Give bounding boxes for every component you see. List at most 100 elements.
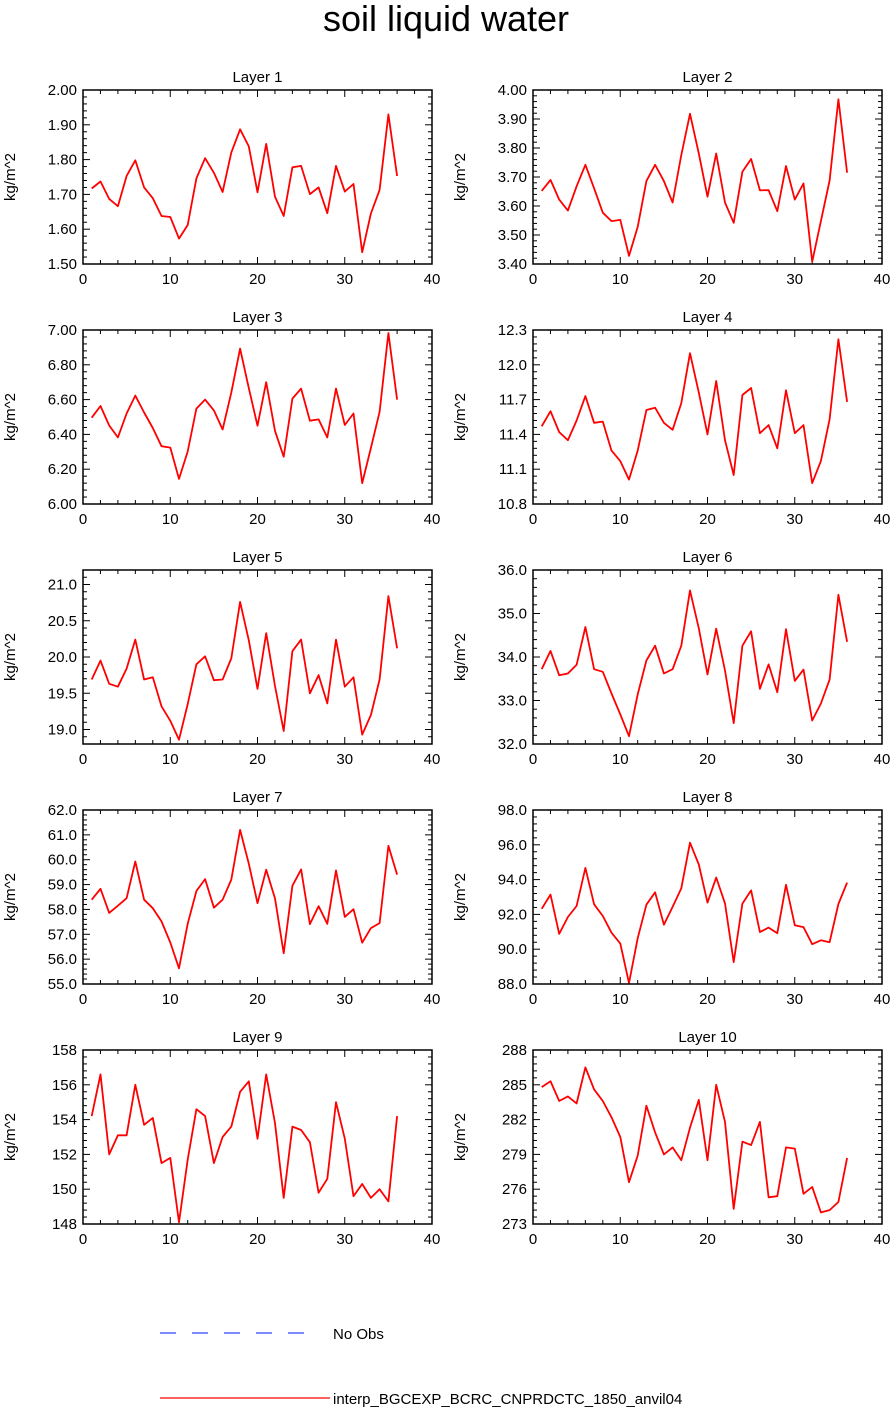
y-tick-label: 12.0 [498,357,527,374]
x-tick-label: 20 [249,511,266,528]
x-tick-label: 20 [249,751,266,768]
plot-frame [532,569,883,745]
series-line [90,1073,398,1224]
y-tick-label: 1.60 [48,221,77,238]
y-tick-label: 60.0 [48,852,77,869]
chart-panel-2: Layer 2 kg/m^2 0 10 20 30 40 3.40 3.50 3.60 3.70 3.… [452,69,890,288]
y-tick-label: 154 [52,1112,77,1129]
legend-label-model: interp_BGCEXP_BCRC_CNPRDCTC_1850_anvil04 [333,1391,682,1407]
x-tick-label: 20 [249,991,266,1008]
y-tick-label: 36.0 [498,562,527,579]
x-tick-label: 20 [699,1231,716,1248]
x-tick-label: 10 [162,1231,179,1248]
y-tick-label: 3.80 [498,140,527,157]
y-tick-label: 288 [502,1042,527,1059]
series-line [540,338,848,485]
legend-label-obs: No Obs [333,1326,384,1343]
y-tick-label: 158 [52,1042,77,1059]
y-tick-label: 88.0 [498,976,527,993]
x-tick-label: 40 [874,511,891,528]
x-tick-label: 0 [79,271,87,288]
chart-panel-8: Layer 8 kg/m^2 0 10 20 30 40 88.0 90.0 92.0 94.0 96… [452,789,890,1008]
series-line [540,841,848,984]
y-tick-label: 20.5 [48,613,77,630]
y-tick-label: 6.00 [48,496,77,513]
y-tick-label: 7.00 [48,322,77,339]
y-tick-label: 3.50 [498,227,527,244]
y-tick-label: 148 [52,1216,77,1233]
y-tick-label: 21.0 [48,577,77,594]
y-tick-label: 6.20 [48,461,77,478]
y-tick-label: 62.0 [48,802,77,819]
x-tick-label: 40 [874,271,891,288]
y-tick-label: 152 [52,1146,77,1163]
y-tick-label: 35.0 [498,606,527,623]
x-tick-label: 40 [874,1231,891,1248]
y-tick-label: 58.0 [48,901,77,918]
panel-title: Layer 1 [232,69,282,86]
plot-frame [532,1049,883,1225]
x-tick-label: 40 [424,271,441,288]
y-tick-label: 1.50 [48,256,77,273]
y-tick-label: 2.00 [48,82,77,99]
y-tick-label: 273 [502,1216,527,1233]
x-tick-label: 30 [336,751,353,768]
series-line [90,332,398,485]
x-tick-label: 10 [612,991,629,1008]
y-tick-label: 11.1 [499,461,527,478]
y-tick-label: 11.4 [499,426,527,443]
y-tick-label: 279 [502,1146,527,1163]
y-axis-label: kg/m^2 [2,153,19,201]
x-tick-label: 40 [424,1231,441,1248]
y-axis-label: kg/m^2 [452,1113,469,1161]
plot-frame [82,809,433,985]
chart-panel-10: Layer 10 kg/m^2 0 10 20 30 40 273 276 279 282 285 28… [452,1029,890,1248]
panel-title: Layer 3 [232,309,282,326]
y-tick-label: 3.90 [498,111,527,128]
y-tick-label: 56.0 [48,951,77,968]
panel-title: Layer 4 [682,309,732,326]
y-tick-label: 1.70 [48,186,77,203]
y-tick-label: 3.60 [498,198,527,215]
x-tick-label: 0 [529,271,537,288]
chart-panel-1: Layer 1 kg/m^2 0 10 20 30 40 1.50 1.60 1.70 1.80 1.… [2,69,440,288]
panel-title: Layer 8 [682,789,732,806]
y-tick-label: 61.0 [48,827,77,844]
y-tick-label: 20.0 [48,649,77,666]
x-tick-label: 30 [786,271,803,288]
y-tick-label: 57.0 [48,926,77,943]
x-tick-label: 20 [699,751,716,768]
x-tick-label: 0 [79,991,87,1008]
y-tick-label: 10.8 [498,496,527,513]
plot-frame [532,809,883,985]
x-tick-label: 40 [874,991,891,1008]
y-axis-label: kg/m^2 [2,873,19,921]
y-axis-label: kg/m^2 [452,153,469,201]
x-tick-label: 20 [249,1231,266,1248]
series-line [540,98,848,263]
x-tick-label: 20 [249,271,266,288]
panels-grid: Layer 1 kg/m^2 0 10 20 30 40 1.50 1.60 1.70 1.80 1.… [2,69,890,1248]
x-tick-label: 0 [529,511,537,528]
legend: No Obs interp_BGCEXP_BCRC_CNPRDCTC_1850_… [160,1326,682,1407]
y-tick-label: 1.90 [48,117,77,134]
chart-panel-5: Layer 5 kg/m^2 0 10 20 30 40 19.0 19.5 20.0 20.5 21… [2,549,440,768]
y-tick-label: 34.0 [498,649,527,666]
y-tick-label: 32.0 [498,736,527,753]
x-tick-label: 10 [612,751,629,768]
y-tick-label: 90.0 [498,941,527,958]
x-tick-label: 20 [699,991,716,1008]
y-tick-label: 19.0 [48,722,77,739]
x-tick-label: 20 [699,511,716,528]
y-tick-label: 150 [52,1181,77,1198]
x-tick-label: 10 [162,511,179,528]
plot-frame [532,329,883,505]
x-tick-label: 10 [162,271,179,288]
x-tick-label: 10 [612,1231,629,1248]
y-axis-label: kg/m^2 [452,633,469,681]
x-tick-label: 30 [786,1231,803,1248]
x-tick-label: 0 [529,991,537,1008]
panel-title: Layer 7 [232,789,282,806]
chart-panel-4: Layer 4 kg/m^2 0 10 20 30 40 10.8 11.1 11.4 11.7 12… [452,309,890,528]
